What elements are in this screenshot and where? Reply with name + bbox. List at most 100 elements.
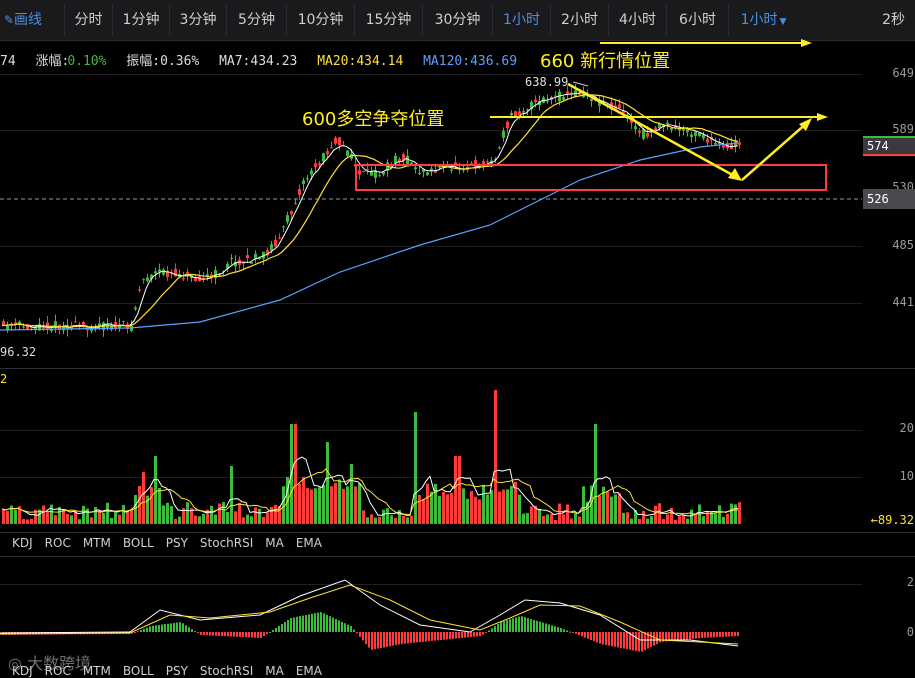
volume-bar	[334, 482, 337, 524]
candle-body	[506, 121, 509, 129]
macd-hist-bar	[335, 619, 337, 632]
macd-hist-bar	[533, 619, 535, 632]
interval-tab[interactable]: 4小时	[608, 4, 666, 36]
amplitude-readout: 振幅:0.36%	[126, 54, 200, 69]
macd-hist-bar	[380, 632, 382, 648]
interval-tab[interactable]: 2小时	[550, 4, 608, 36]
candle-body	[690, 134, 693, 138]
volume-bar	[190, 508, 193, 524]
candle-body	[738, 142, 741, 145]
macd-hist-bar	[623, 632, 625, 649]
macd-hist-bar	[629, 632, 631, 650]
interval-tab[interactable]: 分时	[64, 4, 112, 36]
macd-hist-bar	[227, 632, 229, 637]
candle-body	[206, 274, 209, 277]
macd-hist-bar	[140, 630, 142, 632]
volume-bar	[318, 487, 321, 524]
candle-body	[2, 321, 5, 326]
tab-psy[interactable]: PSY	[165, 664, 188, 678]
macd-hist-bar	[725, 632, 727, 637]
volume-bar	[234, 511, 237, 524]
candle-body	[410, 162, 413, 164]
volume-bar	[70, 515, 73, 524]
tab-mtm[interactable]: MTM	[82, 536, 111, 550]
tab-mtm[interactable]: MTM	[82, 664, 111, 678]
macd-hist-bar	[635, 632, 637, 651]
macd-hist-bar	[404, 632, 406, 644]
draw-line-button[interactable]: ✎画线	[0, 4, 42, 36]
macd-hist-bar	[485, 632, 487, 633]
volume-bar	[242, 517, 245, 524]
macd-hist-bar	[473, 632, 475, 637]
tab-ema[interactable]: EMA	[295, 664, 322, 678]
candle-body	[418, 172, 421, 174]
interval-tab[interactable]: 10分钟	[286, 4, 354, 36]
macd-hist-bar	[614, 632, 616, 647]
volume-bar	[10, 505, 13, 524]
macd-hist-bar	[449, 632, 451, 640]
candle-body	[722, 145, 725, 148]
interval-tab-active[interactable]: 1小时	[492, 4, 550, 36]
draw-line-label: 画线	[14, 12, 42, 28]
interval-tab[interactable]: 15分钟	[354, 4, 422, 36]
volume-bar	[378, 516, 381, 524]
macd-hist-bar	[221, 632, 223, 637]
tab-stochrsi[interactable]: StochRSI	[199, 536, 254, 550]
macd-hist-bar	[575, 632, 577, 634]
candle-body	[330, 147, 333, 149]
tab-boll[interactable]: BOLL	[122, 664, 154, 678]
interval-tab[interactable]: 30分钟	[422, 4, 492, 36]
candle-body	[482, 161, 485, 165]
macd-hist-bar	[563, 629, 565, 632]
tab-ema[interactable]: EMA	[295, 536, 322, 550]
tab-psy[interactable]: PSY	[165, 536, 188, 550]
candle-body	[638, 130, 641, 133]
macd-hist-bar	[461, 632, 463, 638]
grid-line	[0, 74, 862, 75]
macd-hist-bar	[488, 630, 490, 632]
tab-kdj[interactable]: KDJ	[12, 664, 33, 678]
tab-ma[interactable]: MA	[265, 536, 284, 550]
tab-roc[interactable]: ROC	[44, 664, 71, 678]
volume-bar	[598, 495, 601, 524]
volume-bar	[434, 483, 437, 524]
interval-tab[interactable]: 6小时	[666, 4, 728, 36]
volume-bar	[614, 494, 617, 524]
candle-body	[262, 251, 265, 259]
price-axis-label: 441	[892, 295, 914, 309]
volume-bar	[398, 510, 401, 524]
interval-tab[interactable]: 5分钟	[226, 4, 286, 36]
macd-hist-bar	[245, 632, 247, 638]
volume-bar	[470, 491, 473, 524]
tab-ma[interactable]: MA	[265, 664, 284, 678]
tab-kdj[interactable]: KDJ	[12, 536, 33, 550]
volume-bar	[194, 515, 197, 524]
interval-tab[interactable]: 1分钟	[112, 4, 169, 36]
candle-body	[450, 169, 453, 171]
candle-body	[34, 326, 37, 330]
interval-tab[interactable]: 3分钟	[169, 4, 226, 36]
current-price-tag: 574	[863, 136, 915, 156]
volume-bar	[706, 511, 709, 524]
macd-hist-bar	[656, 632, 658, 644]
candle-body	[382, 171, 385, 175]
tab-roc[interactable]: ROC	[44, 536, 71, 550]
volume-bar	[562, 514, 565, 524]
volume-bar	[454, 456, 457, 524]
tab-boll[interactable]: BOLL	[122, 536, 154, 550]
refresh-interval[interactable]: 2秒	[882, 12, 905, 28]
interval-dropdown[interactable]: 1小时 ▼	[728, 4, 798, 36]
up-trend-arrow	[741, 121, 809, 181]
volume-bar	[278, 506, 281, 524]
candle-body	[82, 322, 85, 325]
macd-hist-bar	[470, 632, 472, 637]
volume-bar	[654, 505, 657, 524]
candle-body	[258, 258, 261, 260]
macd-hist-bar	[383, 632, 385, 648]
down-trend-arrow	[567, 82, 739, 180]
macd-hist-bar	[698, 632, 700, 639]
tab-stochrsi[interactable]: StochRSI	[199, 664, 254, 678]
candle-body	[26, 324, 29, 329]
macd-hist-bar	[497, 624, 499, 632]
